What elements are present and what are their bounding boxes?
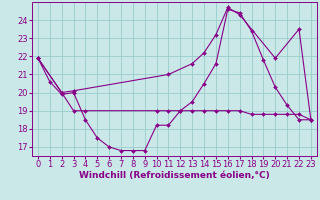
X-axis label: Windchill (Refroidissement éolien,°C): Windchill (Refroidissement éolien,°C)	[79, 171, 270, 180]
